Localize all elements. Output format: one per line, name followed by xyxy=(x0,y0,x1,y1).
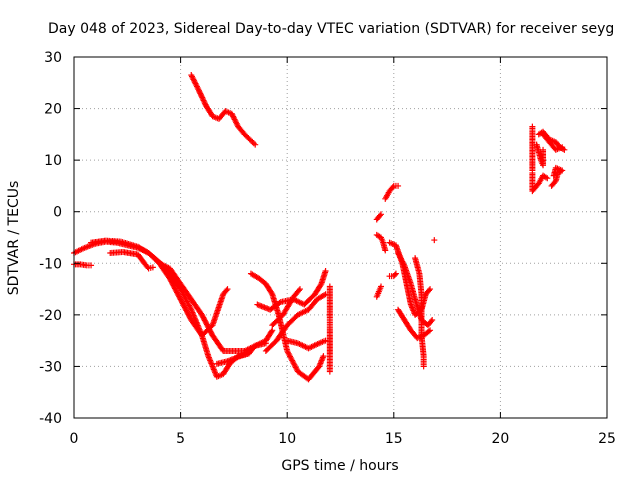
y-tick-label: 0 xyxy=(53,205,62,221)
x-tick-label: 5 xyxy=(176,431,185,447)
data-point-markers xyxy=(395,249,436,329)
series-arc-t xyxy=(395,249,436,329)
data-point-markers xyxy=(284,337,329,352)
y-tick-label: -40 xyxy=(39,411,62,427)
y-tick-label: -10 xyxy=(39,256,62,272)
y-tick-label: 30 xyxy=(44,50,62,66)
data-point-markers xyxy=(254,268,329,313)
x-tick-label: 15 xyxy=(385,431,403,447)
data-point-markers xyxy=(386,270,399,280)
data-point-markers xyxy=(213,350,252,367)
series-arc-p xyxy=(373,231,389,254)
series-arc-j xyxy=(262,291,329,354)
series-arc-za xyxy=(548,164,566,189)
series-arc-x xyxy=(533,141,547,169)
series-arc-n xyxy=(373,283,385,300)
series-arc-q xyxy=(382,182,402,202)
data-point-markers xyxy=(262,291,329,354)
series-arc-z xyxy=(540,131,566,153)
data-point-markers xyxy=(412,255,427,370)
data-point-markers xyxy=(188,72,259,148)
series-arc-i xyxy=(254,268,329,313)
data-point-markers xyxy=(382,182,402,202)
y-axis-label: SDTVAR / TECUs xyxy=(6,181,22,296)
series-arc-k xyxy=(269,286,303,329)
y-tick-label: 10 xyxy=(44,153,62,169)
data-point-markers xyxy=(373,211,385,223)
plot-frame xyxy=(73,56,608,419)
series-arc-e xyxy=(156,260,269,354)
series-arc-v xyxy=(412,255,427,370)
y-tick-label: -20 xyxy=(39,308,62,324)
series-arc-d xyxy=(107,248,156,272)
series-arc-f xyxy=(188,72,259,148)
data-point-markers xyxy=(533,141,547,169)
x-tick-label: 10 xyxy=(278,431,296,447)
series-arc-g xyxy=(213,350,252,367)
y-tick-label: -30 xyxy=(39,359,62,375)
data-point-markers xyxy=(156,260,269,354)
data-marks xyxy=(71,72,568,383)
x-tick-label: 25 xyxy=(598,431,616,447)
series-arc-l xyxy=(284,337,329,352)
data-point-markers xyxy=(326,237,438,375)
grid xyxy=(74,57,607,418)
x-tick-label: 20 xyxy=(491,431,509,447)
tick-labels: 0 5 10 15 20 25 30 20 10 0 -10 -20 -30 -40 xyxy=(39,50,616,447)
series-arc-o xyxy=(373,211,385,223)
data-point-markers xyxy=(540,131,566,153)
series-arc-c xyxy=(88,237,276,380)
data-point-markers xyxy=(107,248,156,272)
data-point-markers xyxy=(529,123,551,195)
data-point-markers xyxy=(373,283,385,300)
data-point-markers xyxy=(269,286,303,329)
data-point-markers xyxy=(88,237,276,380)
data-point-markers xyxy=(548,164,566,189)
data-point-markers xyxy=(373,231,389,254)
x-tick-label: 0 xyxy=(70,431,79,447)
series-arc-m xyxy=(326,237,438,375)
x-axis-label: GPS time / hours xyxy=(281,458,398,474)
y-tick-label: 20 xyxy=(44,102,62,118)
series-arc-r xyxy=(386,270,399,280)
chart-title: Day 048 of 2023, Sidereal Day-to-day VTE… xyxy=(48,21,614,37)
series-arc-w xyxy=(529,123,551,195)
